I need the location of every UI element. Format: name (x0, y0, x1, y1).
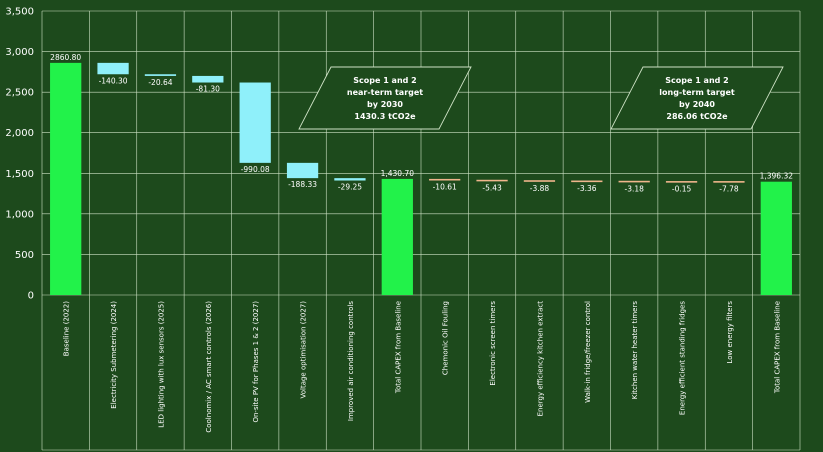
data-label: -188.33 (288, 180, 317, 189)
bar-delta (618, 180, 650, 183)
bar-delta (334, 178, 366, 181)
y-tick-label: 2,500 (5, 88, 34, 99)
bar-total (760, 181, 792, 295)
bar-delta (523, 180, 556, 182)
category-label: Electronic screen timers (489, 301, 497, 386)
data-label: -81.30 (196, 85, 220, 94)
target-callout-text: Scope 1 and 2 (353, 76, 416, 85)
target-callout-text: long-term target (659, 88, 735, 97)
bar-delta (571, 180, 603, 183)
category-label: Improved air conditioning controls (347, 301, 355, 421)
target-callout-box (298, 66, 472, 130)
data-label: 1,396.32 (760, 172, 794, 181)
category-label: Electricity Submetering (2024) (110, 301, 118, 409)
data-label: -990.08 (241, 165, 270, 174)
category-label: Total CAPEX from Baseline (394, 301, 402, 394)
y-tick-label: 3,000 (5, 47, 34, 58)
target-callout-text: 1430.3 tCO2e (354, 112, 416, 121)
bar-delta (239, 82, 271, 163)
target-callout-text: by 2030 (367, 100, 403, 109)
y-tick-label: 500 (15, 250, 34, 261)
category-label: Energy efficiency kitchen extract (536, 301, 544, 417)
target-callout-text: Scope 1 and 2 (665, 76, 728, 85)
category-label: Kitchen water heater timers (631, 301, 639, 400)
data-label: -10.61 (433, 183, 457, 192)
data-label: -0.15 (672, 185, 692, 194)
target-callout-text: 286.06 tCO2e (666, 112, 728, 121)
y-tick-label: 2,000 (5, 128, 34, 139)
bar-delta (665, 181, 698, 183)
data-label: 1,430.70 (381, 169, 415, 178)
y-tick-label: 0 (28, 291, 34, 302)
category-label: Chemonic Oil Fouling (442, 301, 450, 375)
category-label: Low energy filters (726, 301, 734, 364)
category-label: LED lighting with lux sensors (2025) (157, 301, 165, 428)
target-callout-text: by 2040 (679, 100, 715, 109)
data-label: -140.30 (99, 76, 128, 85)
category-label: Total CAPEX from Baseline (773, 301, 781, 394)
bar-delta (713, 181, 745, 183)
data-label: -20.64 (148, 78, 172, 87)
data-label: -3.18 (624, 184, 644, 193)
category-label: Walk-in fridge/freezer control (584, 301, 592, 403)
category-label: Voltage optimisation (2027) (300, 301, 308, 399)
bar-delta (144, 74, 177, 76)
bar-delta (476, 179, 508, 182)
data-label: -29.25 (338, 183, 362, 192)
bar-delta (286, 162, 319, 179)
data-label: -7.78 (719, 185, 739, 194)
bar-delta (97, 62, 129, 75)
bar-total (50, 62, 82, 295)
data-label: -3.88 (530, 184, 550, 193)
bar-total (381, 178, 413, 295)
target-callout-box (610, 66, 784, 130)
data-label: -3.36 (577, 184, 597, 193)
category-label: Baseline (2022) (63, 301, 71, 356)
bar-delta (429, 178, 461, 181)
bar-delta (192, 75, 224, 83)
category-label: Energy efficient standing fridges (679, 301, 687, 415)
data-label: 2860.80 (50, 53, 81, 62)
target-callout-text: near-term target (347, 88, 423, 97)
category-label: Coolnomix / AC smart controls (2026) (205, 301, 213, 433)
data-label: -5.43 (482, 183, 502, 192)
category-label: On-site PV for Phases 1 & 2 (2027) (252, 301, 260, 423)
y-tick-label: 3,500 (5, 7, 34, 18)
y-tick-label: 1,000 (5, 209, 34, 220)
y-tick-label: 1,500 (5, 169, 34, 180)
